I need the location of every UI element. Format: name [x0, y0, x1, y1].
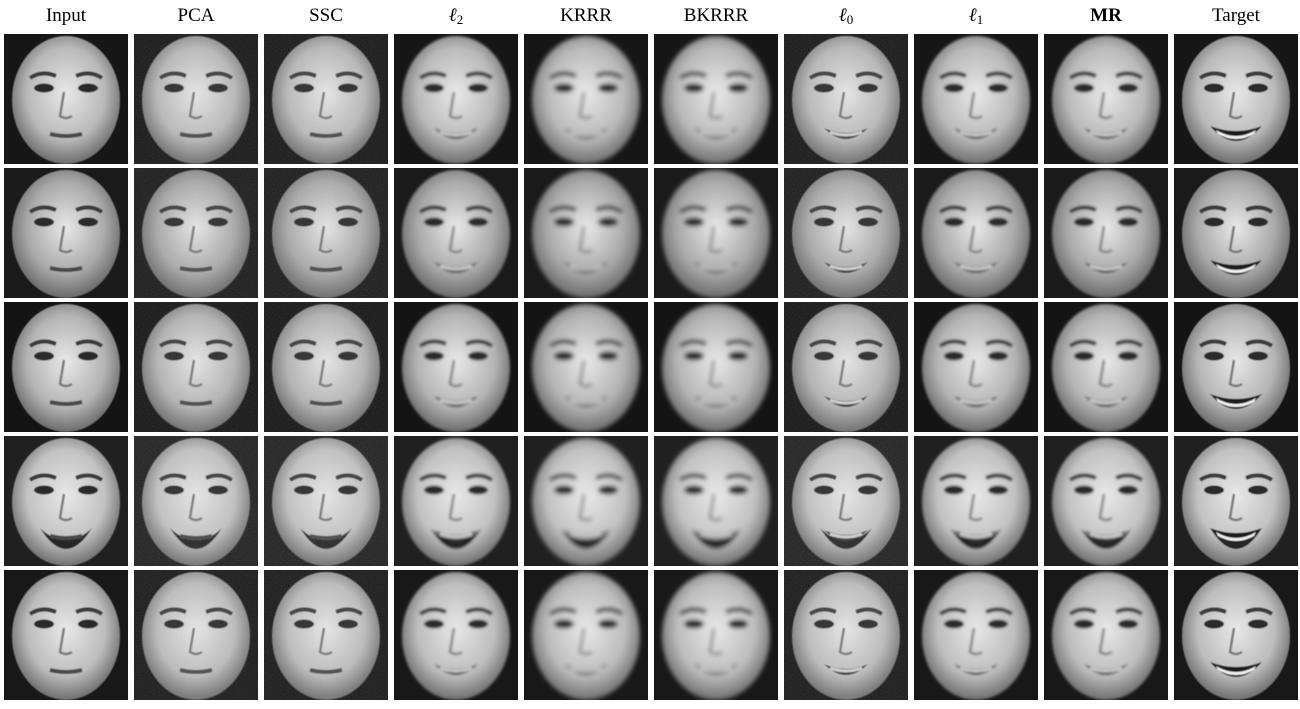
column-label: ℓ: [968, 5, 977, 26]
face-image: [394, 34, 518, 164]
face-image: [524, 34, 648, 164]
column-label-subscript: 0: [846, 12, 854, 27]
column-label: Input: [45, 5, 87, 26]
face-image: [654, 302, 778, 432]
column-header: Input: [4, 4, 128, 28]
column-label: ℓ: [448, 5, 457, 26]
face-image: [264, 302, 388, 432]
face-image: [1044, 34, 1168, 164]
face-image: [394, 436, 518, 566]
column-header: PCA: [134, 4, 258, 28]
face-image: [784, 168, 908, 298]
column-header: KRRR: [524, 4, 648, 28]
column-header: Target: [1174, 4, 1298, 28]
face-image: [1044, 436, 1168, 566]
face-image: [1044, 570, 1168, 700]
face-image: [524, 570, 648, 700]
face-image: [394, 302, 518, 432]
face-image: [394, 168, 518, 298]
column-header: ℓ0: [784, 4, 908, 28]
column-header: BKRRR: [654, 4, 778, 28]
face-image: [394, 570, 518, 700]
face-image: [524, 168, 648, 298]
face-image: [134, 34, 258, 164]
face-image: [134, 570, 258, 700]
face-image: [1174, 34, 1298, 164]
face-image: [524, 302, 648, 432]
column-label-subscript: 2: [456, 12, 464, 27]
column-label: SSC: [309, 5, 343, 26]
face-image: [784, 34, 908, 164]
face-image: [264, 436, 388, 566]
column-label-subscript: 1: [976, 12, 984, 27]
face-image: [914, 570, 1038, 700]
face-image: [654, 168, 778, 298]
face-image: [914, 302, 1038, 432]
face-image: [264, 168, 388, 298]
face-image: [914, 436, 1038, 566]
face-image: [264, 34, 388, 164]
face-image: [654, 34, 778, 164]
column-header: MR: [1044, 4, 1168, 28]
face-image: [4, 436, 128, 566]
column-label: Target: [1212, 5, 1260, 26]
face-image: [1044, 168, 1168, 298]
face-image: [654, 570, 778, 700]
face-image: [4, 570, 128, 700]
face-image: [4, 168, 128, 298]
column-label: ℓ: [838, 5, 847, 26]
face-image: [654, 436, 778, 566]
face-image: [4, 302, 128, 432]
face-image: [264, 570, 388, 700]
column-header: ℓ1: [914, 4, 1038, 28]
face-image: [784, 302, 908, 432]
column-label: MR: [1090, 5, 1122, 26]
column-label: PCA: [177, 5, 215, 26]
face-image: [134, 302, 258, 432]
face-image: [1174, 302, 1298, 432]
face-image: [1044, 302, 1168, 432]
column-label: KRRR: [560, 5, 612, 26]
face-image: [134, 436, 258, 566]
face-image: [1174, 570, 1298, 700]
face-image: [524, 436, 648, 566]
face-image: [134, 168, 258, 298]
column-label: BKRRR: [683, 5, 749, 26]
face-image: [784, 570, 908, 700]
face-image: [784, 436, 908, 566]
face-image: [914, 34, 1038, 164]
face-image: [914, 168, 1038, 298]
face-image: [4, 34, 128, 164]
column-header: ℓ2: [394, 4, 518, 28]
column-header: SSC: [264, 4, 388, 28]
face-image: [1174, 436, 1298, 566]
face-image: [1174, 168, 1298, 298]
